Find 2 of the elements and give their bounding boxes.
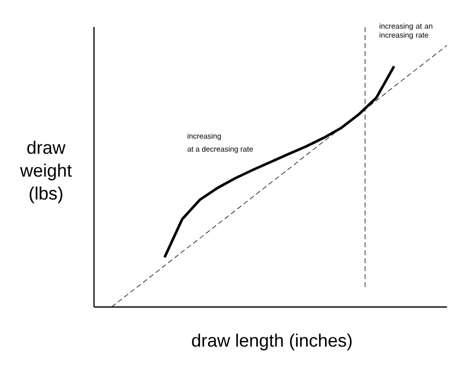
x-axis-title: draw length (inches) bbox=[192, 334, 352, 350]
y-axis-title: draw weight (lbs) bbox=[20, 140, 72, 204]
